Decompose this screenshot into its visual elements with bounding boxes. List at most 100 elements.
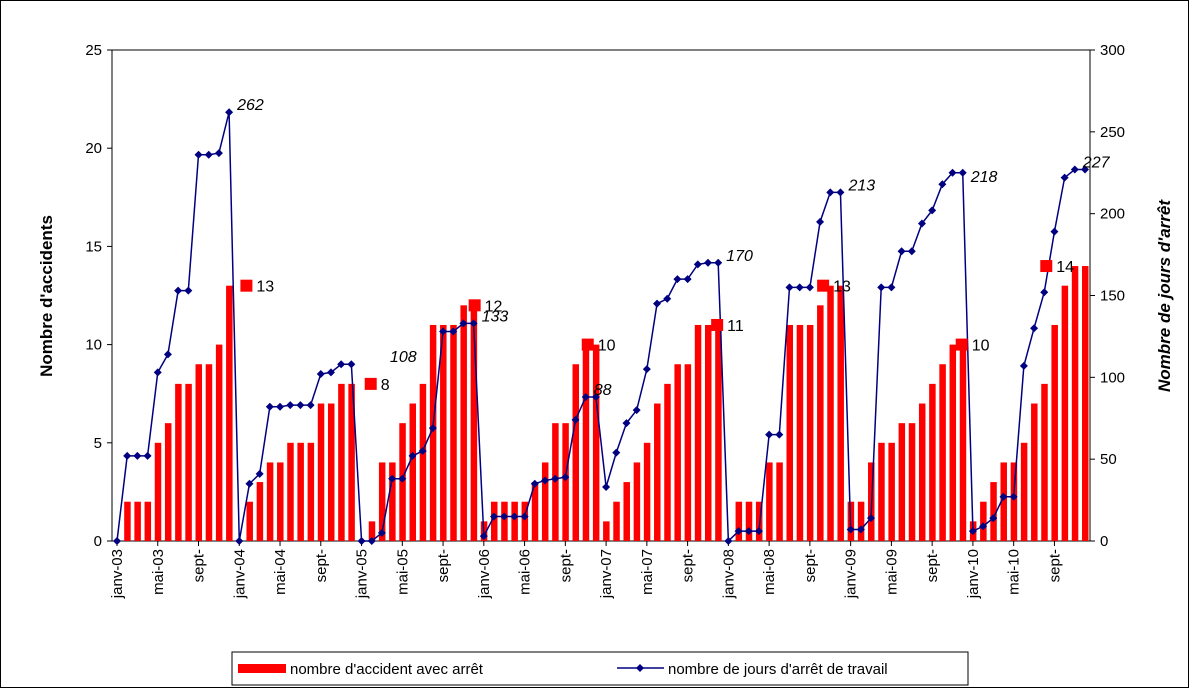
line-point	[979, 522, 988, 531]
bar	[277, 462, 284, 541]
line-point	[877, 283, 886, 292]
bar	[215, 344, 223, 541]
marker-label: 11	[727, 318, 744, 335]
line-point	[999, 492, 1008, 501]
bar	[806, 324, 814, 541]
line-point	[245, 479, 254, 488]
line-point	[408, 451, 417, 460]
line-point	[255, 469, 264, 478]
line-point	[591, 392, 600, 401]
y2-tick-label: 100	[1100, 369, 1125, 386]
x-tick-label: janv-08	[720, 549, 737, 599]
bar	[409, 403, 416, 541]
legend-swatch	[238, 664, 286, 673]
line-point	[928, 206, 937, 215]
x-tick-label: janv-05	[354, 549, 371, 599]
bar	[491, 501, 498, 541]
bar	[521, 501, 529, 541]
line-point	[490, 512, 499, 521]
bar	[389, 462, 396, 541]
bar	[368, 521, 376, 541]
bar	[297, 442, 304, 541]
line-point	[907, 247, 916, 256]
x-tick-label: mai-08	[761, 549, 778, 595]
bar	[684, 364, 692, 541]
y2-tick-label: 0	[1100, 533, 1108, 550]
x-tick-label: janv-07	[598, 549, 615, 599]
line-point	[388, 474, 397, 483]
x-tick-label: mai-03	[150, 549, 167, 595]
bar	[348, 383, 355, 541]
line-point	[561, 473, 570, 482]
x-tick-label: mai-06	[517, 549, 534, 595]
line-point	[326, 368, 335, 377]
line-point	[703, 258, 712, 267]
line-point	[276, 402, 285, 411]
line-point	[459, 319, 468, 328]
line-point	[204, 150, 213, 159]
line-point	[673, 275, 682, 284]
marker	[1040, 260, 1053, 273]
bar	[1020, 442, 1028, 541]
marker	[955, 338, 968, 351]
line-point	[693, 260, 702, 269]
bar	[205, 364, 213, 541]
x-tick-label: janv-06	[476, 549, 493, 599]
bar	[541, 462, 549, 541]
bar	[755, 501, 763, 541]
bar	[124, 501, 131, 541]
marker-label: 10	[972, 338, 990, 355]
line-point	[133, 451, 142, 460]
bar	[766, 462, 773, 541]
bar	[338, 383, 345, 541]
line-point	[622, 419, 631, 428]
bar	[603, 521, 610, 541]
line-point	[948, 168, 957, 177]
line-point	[540, 476, 549, 485]
bar	[440, 324, 447, 541]
bar	[715, 324, 722, 541]
line-point	[816, 217, 825, 226]
line-point	[286, 401, 295, 410]
line-point	[642, 365, 651, 374]
x-tick-label: sept-	[191, 549, 208, 582]
line-point	[897, 247, 906, 256]
x-tick-label: mai-04	[272, 549, 289, 595]
x-tick-label: sept-	[680, 549, 697, 582]
x-tick-label: mai-05	[394, 549, 411, 595]
bar	[613, 501, 620, 541]
bar	[1041, 383, 1048, 541]
bar	[154, 442, 162, 541]
line-point	[1081, 165, 1089, 174]
line-point	[1040, 288, 1049, 297]
line-point	[938, 180, 947, 189]
line-point	[917, 219, 926, 228]
bar	[908, 423, 916, 541]
bar	[929, 383, 936, 541]
line-point	[510, 512, 519, 521]
line-point	[867, 514, 876, 523]
bar	[1031, 403, 1038, 541]
line-point	[958, 168, 967, 177]
y2-tick-label: 200	[1100, 206, 1125, 223]
line-point	[113, 537, 121, 545]
bar	[1000, 462, 1007, 541]
bar	[898, 423, 906, 541]
line-point	[683, 275, 692, 284]
line-point	[143, 451, 152, 460]
y-tick-label: 20	[85, 140, 102, 157]
line-point	[194, 150, 203, 159]
line-point	[632, 406, 641, 415]
legend-point	[636, 664, 644, 672]
marker	[711, 318, 724, 331]
line-point	[1030, 324, 1039, 333]
bar	[827, 285, 834, 541]
line-point	[469, 319, 478, 328]
line-label: 218	[970, 169, 998, 186]
line-point	[184, 286, 193, 295]
x-tick-label: janv-09	[843, 549, 860, 599]
line-point	[296, 401, 305, 410]
line-point	[306, 401, 315, 410]
